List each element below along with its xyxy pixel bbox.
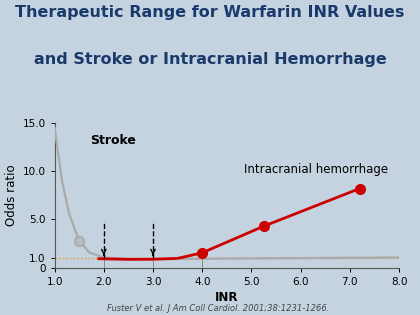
Y-axis label: Odds ratio: Odds ratio — [5, 164, 18, 226]
Text: Intracranial hemorrhage: Intracranial hemorrhage — [244, 163, 388, 176]
Text: Stroke: Stroke — [90, 135, 136, 147]
Text: Therapeutic Range for Warfarin INR Values: Therapeutic Range for Warfarin INR Value… — [15, 5, 405, 20]
X-axis label: INR: INR — [215, 291, 239, 304]
Text: Fuster V et al. J Am Coll Cardiol. 2001;38:1231-1266.: Fuster V et al. J Am Coll Cardiol. 2001;… — [107, 304, 330, 313]
Text: and Stroke or Intracranial Hemorrhage: and Stroke or Intracranial Hemorrhage — [34, 52, 386, 67]
